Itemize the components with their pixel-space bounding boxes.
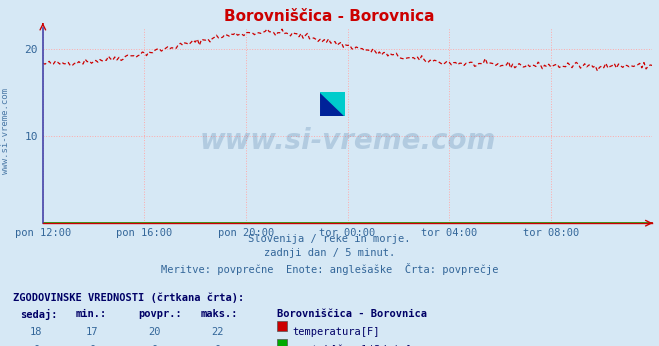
Text: 22: 22 <box>212 327 223 337</box>
Text: 17: 17 <box>86 327 98 337</box>
Text: Borovniščica - Borovnica: Borovniščica - Borovnica <box>277 309 427 319</box>
Text: min.:: min.: <box>76 309 107 319</box>
Text: 0: 0 <box>214 345 221 346</box>
Text: www.si-vreme.com: www.si-vreme.com <box>200 127 496 155</box>
Text: www.si-vreme.com: www.si-vreme.com <box>1 89 10 174</box>
Text: povpr.:: povpr.: <box>138 309 182 319</box>
Text: sedaj:: sedaj: <box>20 309 57 320</box>
Text: ZGODOVINSKE VREDNOSTI (črtkana črta):: ZGODOVINSKE VREDNOSTI (črtkana črta): <box>13 292 244 303</box>
Text: temperatura[F]: temperatura[F] <box>293 327 380 337</box>
Polygon shape <box>320 92 345 116</box>
Text: 0: 0 <box>152 345 158 346</box>
Polygon shape <box>332 92 345 104</box>
Text: pretok[čevelj3/min]: pretok[čevelj3/min] <box>293 345 411 346</box>
Polygon shape <box>320 92 332 104</box>
Text: Meritve: povprečne  Enote: anglešaške  Črta: povprečje: Meritve: povprečne Enote: anglešaške Črt… <box>161 263 498 275</box>
Text: 0: 0 <box>89 345 96 346</box>
Text: 0: 0 <box>33 345 40 346</box>
Text: zadnji dan / 5 minut.: zadnji dan / 5 minut. <box>264 248 395 258</box>
Text: Borovniščica - Borovnica: Borovniščica - Borovnica <box>224 9 435 24</box>
Text: Slovenija / reke in morje.: Slovenija / reke in morje. <box>248 234 411 244</box>
Text: maks.:: maks.: <box>201 309 239 319</box>
Text: 18: 18 <box>30 327 42 337</box>
Text: 20: 20 <box>149 327 161 337</box>
Polygon shape <box>320 92 345 116</box>
